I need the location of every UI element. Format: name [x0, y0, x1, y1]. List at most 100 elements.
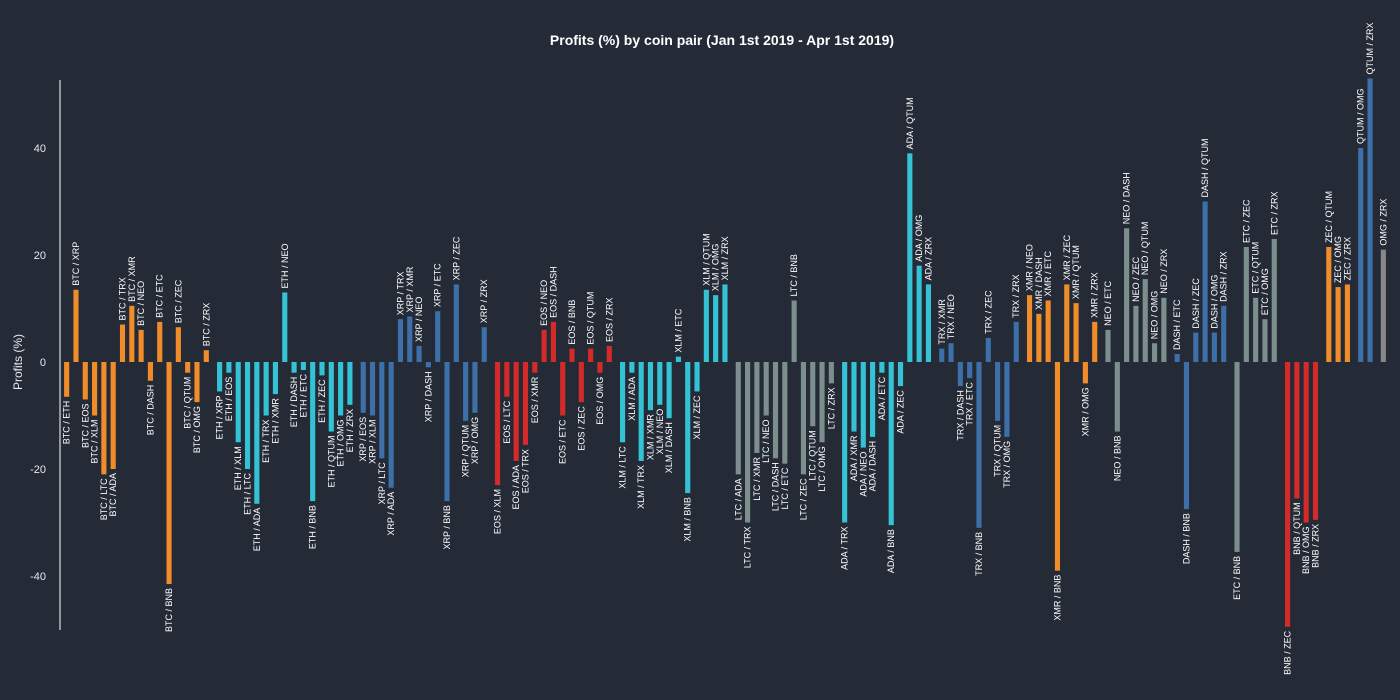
bar-label: ETH / ZRX	[345, 409, 355, 453]
bar-label: ETH / ETC	[298, 374, 308, 418]
bar-label: ADA / BNB	[886, 529, 896, 573]
bar-label: XRP / OMG	[470, 417, 480, 464]
bar-label: LTC / XMR	[752, 456, 762, 500]
bar-label: XLM / BNB	[683, 497, 693, 542]
bar	[1064, 284, 1070, 362]
bar-label: EOS / NEO	[539, 280, 549, 326]
bar	[560, 362, 566, 416]
bar-label: BTC / BNB	[164, 588, 174, 632]
bar	[185, 362, 191, 373]
bar	[1073, 303, 1079, 362]
bar	[319, 362, 325, 376]
bar-label: ETH / BNB	[308, 505, 318, 549]
bar	[444, 362, 450, 502]
bar	[522, 362, 529, 445]
bar-label: XRP / DASH	[423, 371, 433, 422]
bar	[703, 289, 709, 362]
bars-group	[64, 78, 1386, 627]
bar	[416, 345, 422, 362]
bar-label: ZEC / ZRX	[1342, 237, 1352, 281]
bar	[217, 362, 223, 392]
bar	[976, 362, 982, 528]
bar-label: EOS / ADA	[511, 465, 521, 510]
bar-label: BTC / DASH	[145, 385, 155, 436]
bar	[194, 362, 200, 403]
y-tick-label: 20	[34, 250, 46, 262]
bar	[481, 327, 487, 362]
bar	[1326, 246, 1332, 362]
bar-label: ETH / ZEC	[317, 379, 327, 423]
bar	[513, 362, 519, 461]
bar	[638, 362, 644, 461]
bar-label: BNB / QTUM	[1292, 502, 1302, 555]
bar-label: ETH / TRX	[261, 420, 271, 463]
bar	[101, 362, 107, 475]
bar-label: BTC / QTUM	[183, 377, 193, 429]
bar	[504, 362, 510, 397]
bar-label: BNB / OMG	[1301, 527, 1311, 575]
bar-label: XMR / ZEC	[1062, 234, 1072, 280]
bar	[1142, 279, 1148, 362]
bar	[685, 362, 691, 494]
bar-label: XRP / ZRX	[479, 279, 489, 323]
bar-label: ETH / LTC	[243, 473, 253, 515]
bar-label: LTC / ETC	[780, 467, 790, 509]
bar	[939, 348, 945, 363]
bar-label: LTC / ZEC	[798, 478, 808, 520]
bar-label: NEO / ZEC	[1131, 256, 1141, 302]
bar	[347, 362, 353, 405]
bar	[1262, 319, 1268, 362]
bar-label: OMG / ZRX	[1378, 199, 1388, 246]
bar-label: EOS / LTC	[502, 400, 512, 443]
bar	[1367, 78, 1373, 362]
bar	[916, 265, 922, 362]
bar	[985, 337, 991, 362]
bar-label: BTC / TRX	[118, 277, 128, 320]
bar-label: TRX / QTUM	[993, 425, 1003, 477]
bar-label: EOS / BNB	[567, 300, 577, 345]
bar	[129, 305, 135, 362]
bar	[1202, 201, 1208, 362]
bar-label: XRP / ETC	[433, 263, 443, 307]
bar-label: XLM / ZRX	[720, 236, 730, 280]
bar-label: EOS / QTUM	[586, 292, 596, 345]
bar-label: ADA / OMG	[914, 215, 924, 262]
bar	[291, 362, 297, 373]
bar-label: QTUM / ZRX	[1365, 22, 1375, 74]
bar-label: DASH / OMG	[1209, 275, 1219, 329]
bar-label: TRX / ZRX	[1011, 274, 1021, 318]
bar-label: ADA / ZRX	[923, 237, 933, 281]
bar-label: XMR / NEO	[1025, 244, 1035, 291]
bar-label: TRX / XMR	[937, 299, 947, 345]
bar-label: XMR / BNB	[1052, 575, 1062, 621]
bar	[147, 362, 153, 381]
bar	[597, 362, 603, 373]
bar	[203, 350, 209, 362]
bar	[1312, 362, 1319, 520]
y-tick-label: 40	[34, 143, 46, 155]
bar	[782, 362, 788, 464]
bar-label: BTC / NEO	[136, 281, 146, 326]
bar	[1380, 249, 1386, 362]
bar	[463, 362, 469, 421]
bar	[360, 362, 366, 413]
bar	[1303, 362, 1309, 523]
bar-label: BNB / ZRX	[1310, 524, 1320, 568]
bar-label: XRP / TRX	[395, 272, 405, 316]
bar	[73, 289, 79, 362]
bar-label: XMR / QTUM	[1071, 245, 1081, 299]
bar	[713, 295, 719, 363]
bar-label: XRP / LTC	[377, 462, 387, 505]
bar	[666, 362, 672, 419]
bar-label: XRP / QTUM	[461, 425, 471, 477]
bar	[791, 300, 797, 362]
bar-label: ZEC / OMG	[1333, 236, 1343, 283]
bar-label: ETH / XRP	[215, 395, 225, 439]
bar	[745, 362, 751, 523]
bar-label: NEO / ETC	[1103, 280, 1113, 326]
bar	[819, 362, 825, 443]
bar	[870, 362, 876, 437]
bar-label: TRX / OMG	[1002, 441, 1012, 488]
bar-label: LTC / ADA	[733, 478, 743, 520]
bar	[550, 321, 556, 363]
